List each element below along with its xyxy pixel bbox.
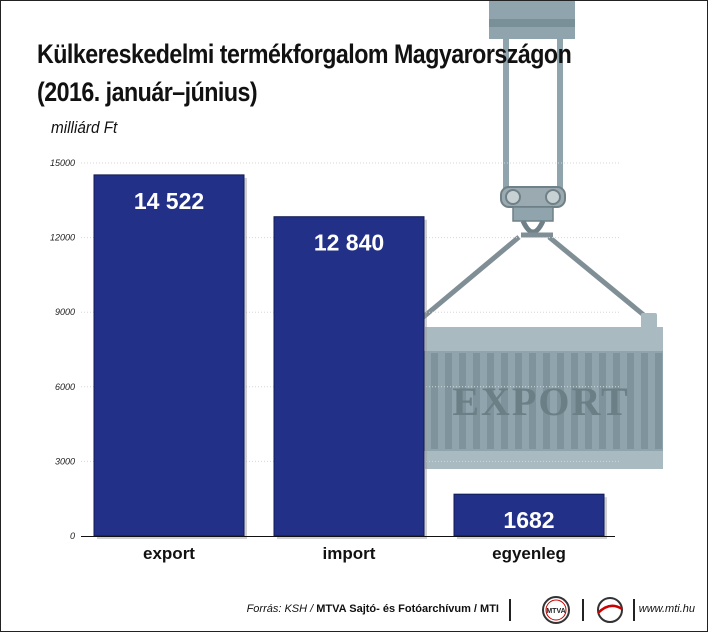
container-rib — [529, 353, 536, 449]
bar-value-label: 1682 — [503, 507, 554, 533]
footer: Forrás: KSH / MTVA Sajtó- és Fotóarchívu… — [1, 593, 707, 629]
unit-label: milliárd Ft — [51, 118, 118, 137]
container-rib — [431, 353, 438, 449]
x-tick-label: export — [143, 544, 195, 563]
sling-right — [547, 235, 653, 323]
bar-import — [273, 216, 425, 537]
separator — [582, 599, 584, 621]
y-tick-label: 0 — [70, 531, 75, 541]
mtva-logo-text: MTVA — [546, 608, 565, 615]
container-rib — [613, 353, 620, 449]
hanging-container-illustration: EXPORT — [419, 1, 663, 469]
bars — [93, 174, 607, 539]
source-org: MTVA Sajtó- és Fotóarchívum / MTI — [316, 603, 499, 615]
separator — [509, 599, 511, 621]
mti-logo — [597, 597, 623, 623]
y-tick-label: 15000 — [50, 158, 75, 168]
source-credit: Forrás: KSH / MTVA Sajtó- és Fotóarchívu… — [247, 603, 499, 615]
bar-value-label: 12 840 — [314, 230, 384, 256]
crane-hook — [520, 219, 546, 235]
y-tick-label: 9000 — [55, 307, 75, 317]
y-tick-label: 3000 — [55, 456, 75, 466]
x-axis-labels: export import egyenleg — [81, 536, 615, 563]
y-axis-ticks: 0 3000 6000 9000 12000 15000 — [50, 158, 75, 541]
mtva-logo: MTVA — [542, 596, 570, 624]
sling-left — [419, 235, 521, 321]
container-rib — [445, 353, 452, 449]
container-top-rail — [425, 327, 663, 351]
container-rib — [627, 353, 634, 449]
crane-rope-left — [503, 39, 509, 189]
container-rib — [641, 353, 648, 449]
chart-canvas: EXPORT 0 3000 6000 9000 12000 15000 14 522 12 … — [50, 1, 663, 563]
y-tick-label: 6000 — [55, 382, 75, 392]
website-url: www.mti.hu — [638, 603, 695, 615]
container-rib — [543, 353, 550, 449]
container-rib — [459, 353, 466, 449]
container-label: EXPORT — [452, 379, 629, 424]
bar-value-labels: 14 522 12 840 1682 — [134, 188, 555, 533]
container-rib — [501, 353, 508, 449]
source-prefix: Forrás: KSH / — [246, 603, 314, 615]
container-rib — [473, 353, 480, 449]
container-rib — [655, 353, 662, 449]
separator — [633, 599, 635, 621]
container-rib — [515, 353, 522, 449]
x-tick-label: egyenleg — [492, 544, 566, 563]
x-tick-label: import — [323, 544, 376, 563]
container-rib — [487, 353, 494, 449]
bar-export — [93, 174, 245, 537]
container-rib — [571, 353, 578, 449]
container-rib — [599, 353, 606, 449]
container-bottom-rail — [425, 451, 663, 469]
y-tick-label: 12000 — [50, 233, 75, 243]
bar-value-label: 14 522 — [134, 188, 204, 214]
bar-egyenleg — [453, 493, 605, 537]
chart-title-line1: Külkereskedelmi termékforgalom Magyarors… — [37, 39, 572, 69]
container-rib — [585, 353, 592, 449]
container-rib — [557, 353, 564, 449]
crane-rope-right — [557, 39, 563, 189]
chart-title-line2: (2016. január–június) — [37, 77, 258, 107]
